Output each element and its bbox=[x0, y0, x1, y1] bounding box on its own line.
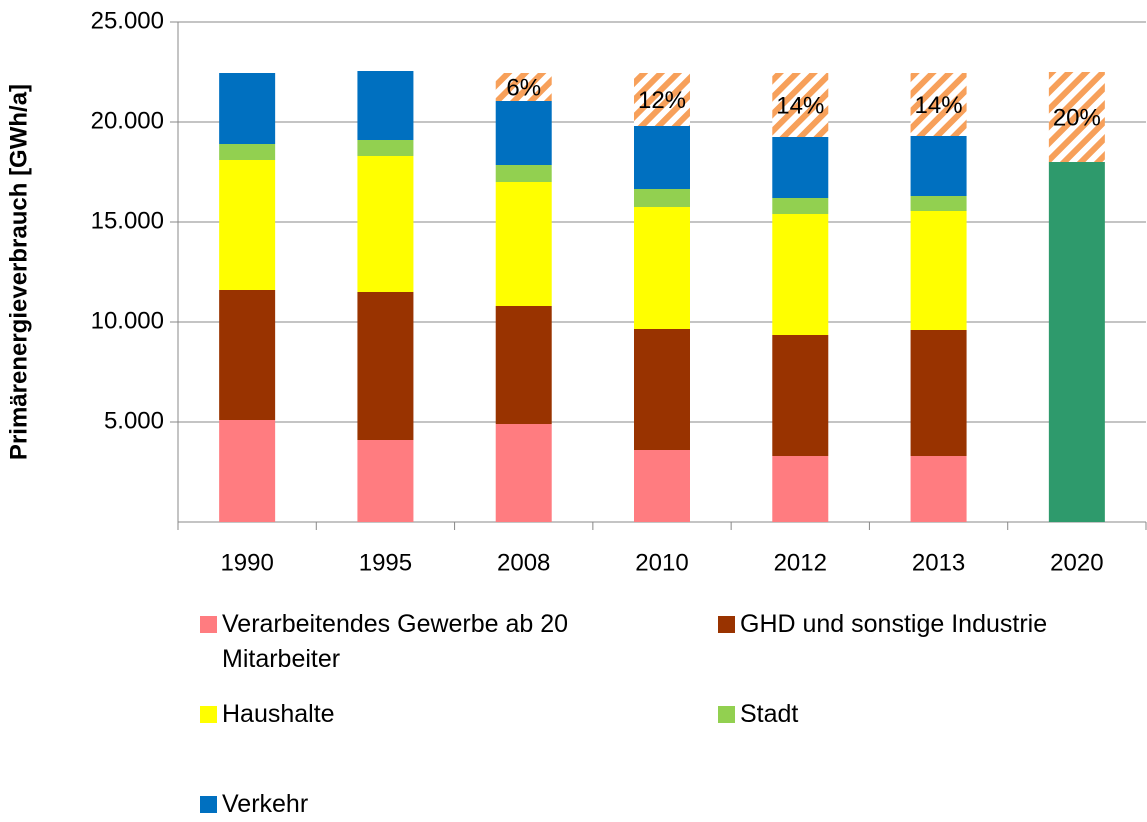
legend-swatch bbox=[718, 706, 735, 723]
bar-segment bbox=[495, 306, 552, 424]
reduction-segment bbox=[634, 73, 690, 126]
legend-swatch bbox=[200, 796, 217, 813]
bar-segment bbox=[495, 101, 552, 165]
bar-segment bbox=[357, 156, 414, 292]
reduction-label: 20% bbox=[1053, 104, 1101, 131]
legend-label: Haushalte bbox=[222, 700, 335, 728]
y-axis-title: Primärenergieverbrauch [GWh/a] bbox=[5, 84, 32, 460]
reduction-segment bbox=[1048, 72, 1105, 162]
legend-swatch bbox=[718, 616, 735, 633]
x-tick-label: 1995 bbox=[359, 549, 412, 576]
reduction-label: 12% bbox=[638, 87, 686, 114]
bar-segment bbox=[634, 126, 690, 189]
y-tick-label: 20.000 bbox=[91, 107, 164, 134]
legend-item: Haushalte bbox=[200, 697, 630, 732]
bar-segment bbox=[634, 207, 690, 329]
bar-segment bbox=[772, 456, 829, 522]
bar-segment bbox=[357, 71, 414, 140]
reduction-label: 14% bbox=[776, 92, 824, 119]
bar-segment bbox=[219, 73, 276, 144]
y-tick-label: 5.000 bbox=[104, 407, 164, 434]
bar-segment bbox=[219, 290, 276, 420]
legend-label: GHD und sonstige Industrie bbox=[740, 610, 1048, 638]
reduction-segment bbox=[772, 73, 829, 137]
legend-swatch bbox=[200, 706, 217, 723]
y-tick-label: 10.000 bbox=[91, 307, 164, 334]
x-tick-label: 2020 bbox=[1050, 549, 1103, 576]
bar-segment bbox=[772, 335, 829, 456]
bar-segment bbox=[772, 198, 829, 214]
y-tick-label: 15.000 bbox=[91, 207, 164, 234]
bar-segment bbox=[634, 450, 690, 522]
bar-segment bbox=[910, 136, 967, 196]
bar-segment bbox=[634, 329, 690, 450]
x-tick-label: 2008 bbox=[497, 549, 550, 576]
legend-label: Stadt bbox=[740, 700, 799, 728]
reduction-label: 6% bbox=[506, 74, 541, 101]
bar-segment bbox=[772, 137, 829, 198]
x-tick-label: 2013 bbox=[912, 549, 965, 576]
reduction-segment bbox=[910, 73, 967, 136]
bar-segment bbox=[910, 456, 967, 522]
bar-segment bbox=[219, 160, 276, 290]
bar-segment bbox=[910, 196, 967, 211]
bar-segment bbox=[357, 140, 414, 156]
legend-label: Verkehr bbox=[222, 790, 309, 818]
legend-item: Verarbeitendes Gewerbe ab 20 Mitarbeiter bbox=[200, 607, 630, 677]
x-tick-label: 1990 bbox=[220, 549, 273, 576]
bar-segment bbox=[357, 292, 414, 440]
legend-swatch bbox=[200, 616, 217, 633]
bar-segment bbox=[910, 330, 967, 456]
reduction-label: 14% bbox=[915, 92, 963, 119]
bar-segment bbox=[357, 440, 414, 522]
bar-segment bbox=[219, 144, 276, 160]
x-tick-label: 2010 bbox=[635, 549, 688, 576]
legend-label: Verarbeitendes Gewerbe ab 20 Mitarbeiter bbox=[222, 610, 569, 673]
y-tick-label: 25.000 bbox=[91, 7, 164, 34]
bar-segment bbox=[495, 182, 552, 306]
bar-segment bbox=[910, 211, 967, 330]
x-tick-label: 2012 bbox=[774, 549, 827, 576]
legend-item: Stadt bbox=[718, 697, 1147, 732]
bar-segment bbox=[495, 165, 552, 182]
reduction-segment bbox=[495, 73, 552, 101]
bar-segment bbox=[495, 424, 552, 522]
legend-item: GHD und sonstige Industrie bbox=[718, 607, 1147, 642]
bar-segment bbox=[219, 420, 276, 522]
bar-segment bbox=[772, 214, 829, 335]
legend-item: Verkehr bbox=[200, 787, 630, 822]
target-bar bbox=[1048, 162, 1105, 522]
bar-segment bbox=[634, 189, 690, 207]
